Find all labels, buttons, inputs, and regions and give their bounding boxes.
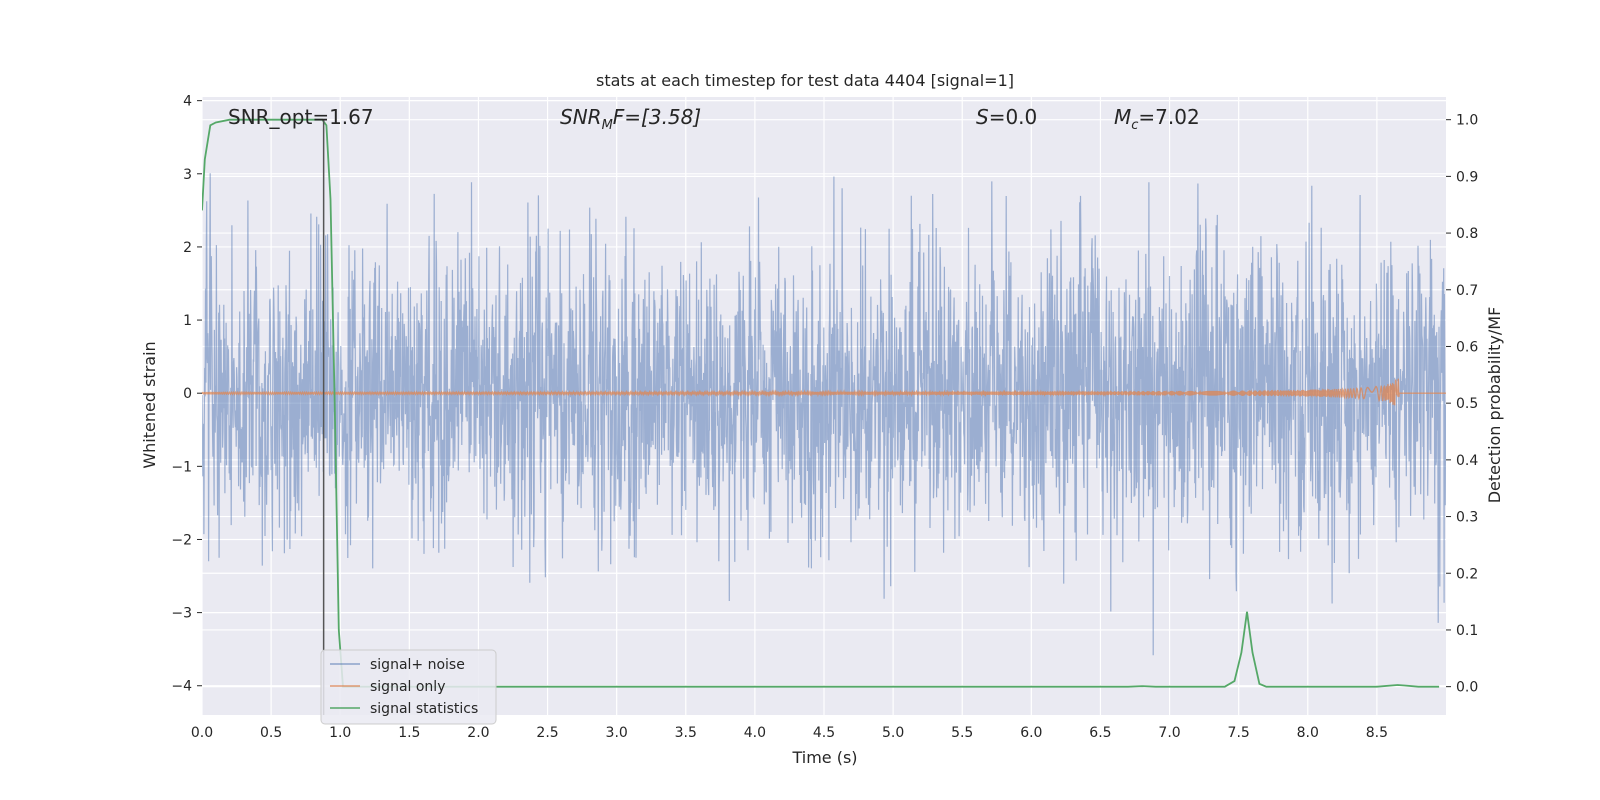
chart-title: stats at each timestep for test data 440… — [596, 71, 1014, 90]
signal-noise-line — [202, 173, 1446, 656]
x-tick-label: 2.5 — [536, 725, 558, 741]
y-right-axis-label: Detection probability/MF — [1485, 307, 1504, 504]
y-left-axis-label: Whitened strain — [140, 341, 159, 468]
y-right-tick-label: 0.6 — [1456, 339, 1478, 355]
y-left-tick-label: 4 — [183, 94, 192, 110]
mc-main: M — [1114, 105, 1131, 129]
y-left-tick-label: −4 — [171, 679, 192, 695]
x-tick-label: 4.0 — [744, 725, 766, 741]
x-tick-label: 3.0 — [606, 725, 628, 741]
x-tick-label: 1.0 — [329, 725, 351, 741]
x-tick-label: 7.0 — [1158, 725, 1180, 741]
x-tick-label: 0.0 — [191, 725, 213, 741]
x-tick-label: 3.5 — [675, 725, 697, 741]
y-left-tick-label: 3 — [183, 167, 192, 183]
signal-noise-series — [202, 173, 1446, 656]
legend-noise-label: signal+ noise — [370, 657, 465, 673]
y-left-tick-label: −2 — [171, 532, 192, 548]
signal-statistics-line — [202, 118, 1440, 688]
x-tick-label: 0.5 — [260, 725, 282, 741]
snr-mf-main: SNR — [560, 105, 602, 129]
x-tick-label: 6.0 — [1020, 725, 1042, 741]
signal-statistics-series — [202, 118, 1440, 688]
x-axis-label: Time (s) — [791, 748, 857, 767]
legend: signal+ noise signal only signal statist… — [320, 649, 497, 725]
snr-mf-annotation: SNRMF=[3.58] — [560, 105, 701, 133]
y-right-tick-label: 0.5 — [1456, 396, 1478, 412]
snr-mf-rest: F=[3.58] — [613, 105, 701, 129]
mc-sub: c — [1131, 118, 1138, 133]
s-annotation: S=0.0 — [976, 105, 1037, 129]
y-right-tick-label: 0.8 — [1456, 226, 1478, 242]
s-main: S — [976, 105, 989, 129]
y-right-tick-label: 1.0 — [1456, 113, 1478, 129]
x-tick-label: 2.0 — [467, 725, 489, 741]
legend-signal-label: signal only — [370, 679, 445, 695]
y-left-tick-label: −3 — [171, 606, 192, 622]
y-left-tick-label: 2 — [183, 240, 192, 256]
x-tick-label: 4.5 — [813, 725, 835, 741]
legend-box — [320, 649, 497, 725]
y-left-tick-label: 0 — [183, 386, 192, 402]
snr-opt-annotation: SNR_opt=1.67 — [228, 105, 374, 129]
x-tick-label: 7.5 — [1228, 725, 1250, 741]
x-tick-label: 5.5 — [951, 725, 973, 741]
y-left-tick-label: −1 — [171, 459, 192, 475]
y-right-tick-label: 0.7 — [1456, 283, 1478, 299]
y-right-tick-label: 0.2 — [1456, 566, 1478, 582]
s-rest: =0.0 — [989, 105, 1038, 129]
signal-only-series — [201, 378, 1446, 406]
y-right-tick-label: 0.9 — [1456, 169, 1478, 185]
y-right-tick-label: 0.4 — [1456, 453, 1478, 469]
x-tick-label: 1.5 — [398, 725, 420, 741]
tick-labels: 0.0 0.5 1.0 1.5 2.0 2.5 3.0 3.5 4.0 4.5 5.0 5.5 6.0 6… — [171, 94, 1478, 741]
y-left-tick-label: 1 — [183, 313, 192, 329]
x-tick-label: 6.5 — [1089, 725, 1111, 741]
y-right-tick-label: 0.0 — [1456, 680, 1478, 696]
y-right-tick-label: 0.3 — [1456, 510, 1478, 526]
x-tick-label: 8.5 — [1366, 725, 1388, 741]
x-tick-label: 8.0 — [1297, 725, 1319, 741]
mc-annotation: Mc=7.02 — [1114, 105, 1200, 133]
x-tick-label: 5.0 — [882, 725, 904, 741]
y-right-tick-label: 0.1 — [1456, 623, 1478, 639]
signal-only-line — [201, 378, 1446, 406]
snr-mf-sub: M — [602, 118, 613, 133]
mc-rest: =7.02 — [1138, 105, 1199, 129]
legend-statistics-label: signal statistics — [370, 701, 478, 717]
